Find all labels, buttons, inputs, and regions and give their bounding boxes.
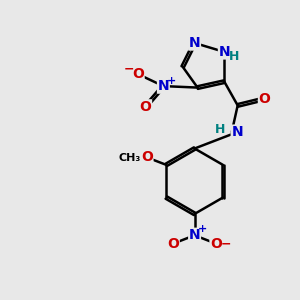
Text: O: O: [210, 237, 222, 250]
Text: N: N: [231, 125, 243, 139]
Text: O: O: [259, 92, 270, 106]
Text: O: O: [140, 100, 152, 114]
Text: H: H: [215, 123, 226, 136]
Text: O: O: [132, 67, 144, 81]
Text: H: H: [229, 50, 239, 63]
Text: O: O: [141, 150, 153, 164]
Text: −: −: [220, 237, 231, 250]
Text: +: +: [198, 224, 207, 234]
Text: N: N: [218, 45, 230, 59]
Text: N: N: [189, 36, 200, 50]
Text: N: N: [158, 79, 169, 93]
Text: O: O: [167, 237, 179, 250]
Text: N: N: [189, 228, 200, 242]
Text: +: +: [167, 76, 176, 86]
Text: CH₃: CH₃: [118, 153, 141, 163]
Text: −: −: [123, 62, 134, 75]
